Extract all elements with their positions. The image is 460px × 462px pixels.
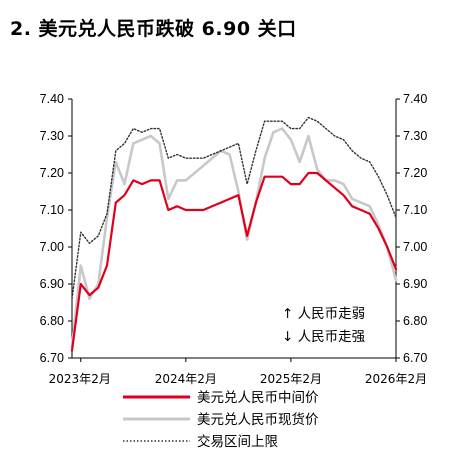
x-tick-label: 2024年2月 (155, 372, 217, 386)
left-tick-label: 6.80 (40, 314, 64, 328)
legend-label-0: 美元兑人民币中间价 (197, 390, 319, 406)
right-tick-label: 7.00 (403, 240, 427, 254)
left-tick-label: 7.10 (40, 203, 64, 217)
left-tick-label: 6.90 (40, 277, 64, 291)
annotations: ↑ 人民币走弱 ↓ 人民币走强 (282, 306, 366, 345)
x-tick-label: 2026年2月 (365, 372, 427, 386)
series-layer (70, 116, 398, 352)
right-tick-label: 7.40 (403, 92, 427, 106)
right-tick-label: 6.90 (403, 277, 427, 291)
series-line-0 (70, 171, 398, 352)
left-tick-label: 6.70 (40, 351, 64, 365)
left-tick-label: 7.20 (40, 166, 64, 180)
right-tick-label: 7.30 (403, 129, 427, 143)
plot-frame (71, 99, 397, 359)
x-tick-label: 2023年2月 (49, 372, 111, 386)
right-tick-label: 6.70 (403, 351, 427, 365)
legend-label-1: 美元兑人民币现货价 (197, 411, 319, 428)
series-line-2 (71, 116, 397, 300)
right-tick-label: 6.80 (403, 314, 427, 328)
x-axis: 2023年2月 2024年2月 2025年2月 2026年2月 (49, 358, 427, 386)
chart-title: 2. 美元兑人民币跌破 6.90 关口 (10, 18, 297, 40)
x-tick-label: 2025年2月 (260, 372, 322, 386)
annotation-weaken: ↑ 人民币走弱 (282, 306, 365, 322)
annotation-strengthen: ↓ 人民币走强 (282, 329, 366, 345)
legend-label-2: 交易区间上限 (197, 433, 278, 450)
left-axis: 7.40 7.30 7.20 7.10 7.00 6.90 6.80 6.70 (40, 92, 72, 365)
series-line-1 (70, 127, 398, 349)
left-tick-label: 7.30 (40, 129, 64, 143)
left-tick-label: 7.40 (40, 92, 64, 106)
left-tick-label: 7.00 (40, 240, 64, 254)
right-axis: 7.40 7.30 7.20 7.10 7.00 6.90 6.80 6.70 (396, 92, 427, 365)
right-tick-label: 7.20 (403, 166, 427, 180)
right-tick-label: 7.10 (403, 203, 427, 217)
